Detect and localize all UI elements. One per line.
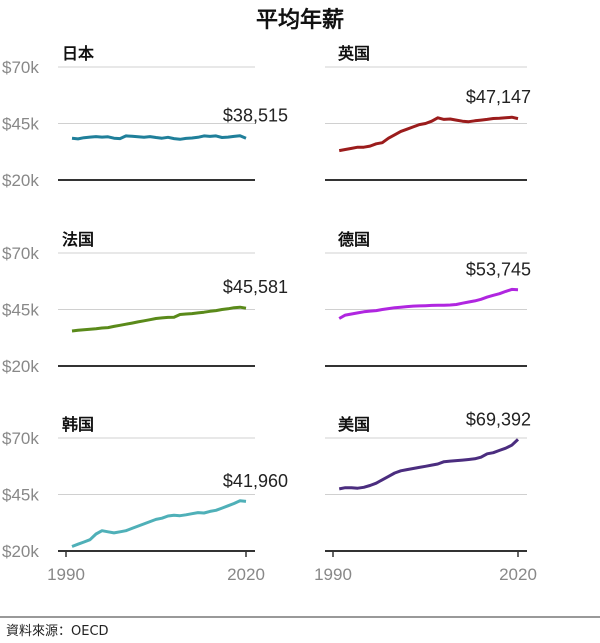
source-note: 資料來源：OECD [6, 624, 109, 639]
panel-title: 日本 [62, 44, 94, 63]
series-line [338, 115, 519, 153]
value-label: $45,581 [223, 277, 288, 297]
value-label: $53,745 [466, 259, 531, 279]
panel-title: 法国 [62, 230, 94, 249]
chart-title: 平均年薪 [255, 8, 344, 33]
y-tick-label: $20k [2, 171, 39, 190]
panel-5: 美国 $69,392 1990 2020 [314, 409, 537, 584]
value-label: $41,960 [223, 471, 288, 491]
x-tick-label: 2020 [499, 565, 537, 584]
panel-title: 美国 [338, 415, 370, 434]
x-tick-label: 2020 [227, 565, 265, 584]
series-line [71, 134, 247, 141]
y-tick-label: $20k [2, 542, 39, 561]
y-tick-label: $45k [2, 301, 39, 320]
panel-3: 德国 $53,745 [325, 230, 531, 367]
y-tick-label: $70k [2, 58, 39, 77]
y-tick-label: $45k [2, 115, 39, 134]
panel-1: 英国 $47,147 [325, 44, 531, 181]
x-tick-label: 1990 [47, 565, 85, 584]
panel-title: 德国 [338, 230, 370, 249]
panel-2: $70k $45k $20k 法国 $45,581 [2, 230, 288, 376]
x-tick-label: 1990 [314, 565, 352, 584]
series-line [71, 305, 247, 333]
panel-0: $70k $45k $20k 日本 $38,515 [2, 44, 288, 190]
value-label: $47,147 [466, 87, 531, 107]
panel-4: $70k $45k $20k 韩国 $41,960 1990 2020 [2, 415, 288, 584]
y-tick-label: $70k [2, 429, 39, 448]
panel-title: 韩国 [62, 415, 94, 434]
divider [0, 616, 600, 618]
series-line [71, 499, 247, 548]
y-tick-label: $20k [2, 357, 39, 376]
value-label: $69,392 [466, 409, 531, 429]
panel-title: 英国 [337, 44, 370, 63]
series-line [338, 287, 519, 320]
value-label: $38,515 [223, 106, 288, 126]
y-tick-label: $70k [2, 244, 39, 263]
y-tick-label: $45k [2, 486, 39, 505]
series-line [338, 438, 520, 491]
